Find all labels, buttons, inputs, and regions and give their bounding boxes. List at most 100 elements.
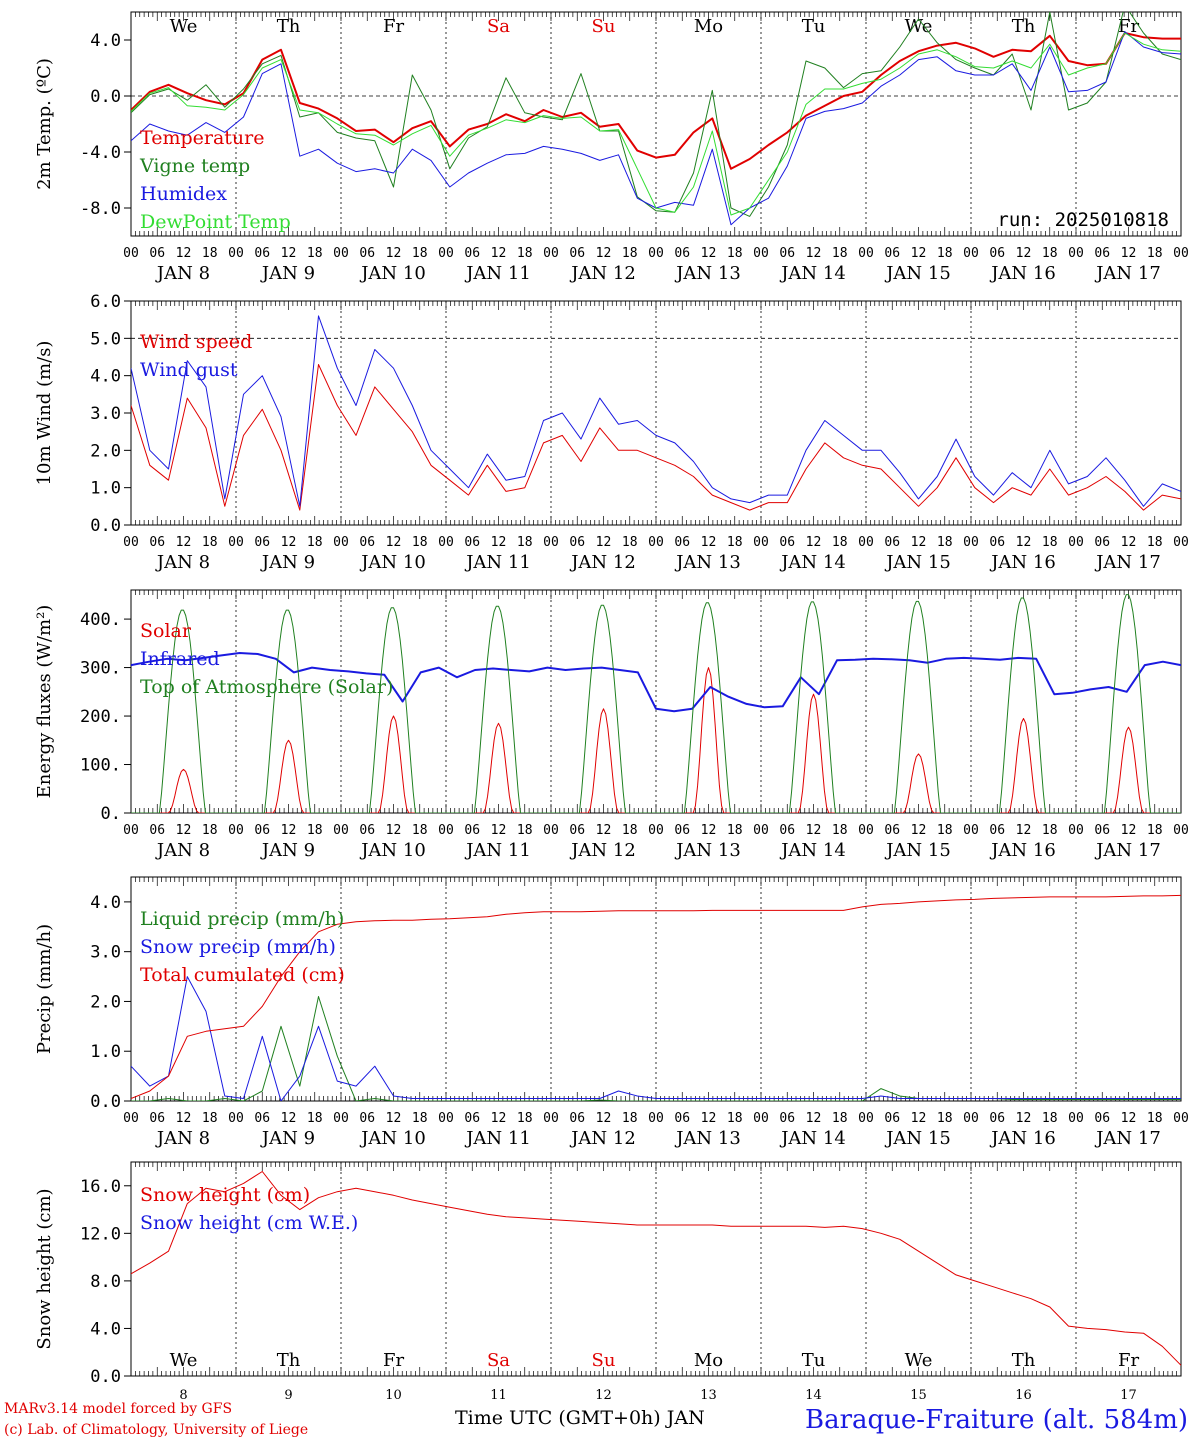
hour-label: 18 xyxy=(1042,246,1058,261)
hour-label: 18 xyxy=(1147,823,1163,838)
hour-label: 12 xyxy=(176,1111,192,1126)
y-tick-label: 0.0 xyxy=(90,516,121,536)
hour-label: 06 xyxy=(884,1111,900,1126)
hour-label: 12 xyxy=(596,1111,612,1126)
hour-label: 00 xyxy=(333,535,349,550)
hour-label: 18 xyxy=(1147,246,1163,261)
day-label: JAN 16 xyxy=(989,552,1056,573)
hour-label: 00 xyxy=(858,535,874,550)
hour-label: 00 xyxy=(753,535,769,550)
hour-label: 18 xyxy=(1042,1111,1058,1126)
y-tick-label: 1.0 xyxy=(90,1042,121,1062)
y-tick-label: 6.0 xyxy=(90,292,121,312)
hour-label: 12 xyxy=(1121,535,1137,550)
x-ticks xyxy=(130,12,1182,236)
day-label: JAN 17 xyxy=(1094,1128,1161,1149)
hour-label: 06 xyxy=(149,823,165,838)
hour-label: 00 xyxy=(858,1111,874,1126)
y-tick-label: 1.0 xyxy=(90,479,121,499)
series-group xyxy=(131,594,1181,813)
legend-entry: Wind speed xyxy=(140,331,252,353)
weekday-label: We xyxy=(905,16,933,37)
weekday-label: Mo xyxy=(694,1350,723,1371)
hour-label: 00 xyxy=(1068,535,1084,550)
hour-label: 12 xyxy=(176,535,192,550)
bottom-day-number: 12 xyxy=(595,1388,612,1403)
hour-label: 12 xyxy=(281,823,297,838)
weekday-label: Su xyxy=(592,1350,616,1371)
y-tick-label: -8.0 xyxy=(80,199,121,219)
hour-label: 18 xyxy=(937,246,953,261)
hour-label: 12 xyxy=(701,246,717,261)
hour-label: 18 xyxy=(202,535,218,550)
hour-label: 06 xyxy=(149,535,165,550)
bottom-day-number: 17 xyxy=(1120,1388,1137,1403)
hour-label: 12 xyxy=(1121,1111,1137,1126)
hour-label: 00 xyxy=(228,1111,244,1126)
hour-label: 18 xyxy=(517,1111,533,1126)
legend-entry: Temperature xyxy=(140,127,264,149)
hour-label: 18 xyxy=(937,823,953,838)
hour-label: 06 xyxy=(569,246,585,261)
day-label: JAN 14 xyxy=(779,263,846,284)
day-label: JAN 13 xyxy=(674,263,741,284)
hour-label: 18 xyxy=(622,246,638,261)
y-tick-label: 4.0 xyxy=(90,31,121,51)
day-label: JAN 13 xyxy=(674,1128,741,1149)
hour-label: 00 xyxy=(228,823,244,838)
hour-label: 06 xyxy=(359,823,375,838)
panel-5: 16.0 12.0 8.0 4.0 0.0 Snow height (cm) We Th Fr S… xyxy=(34,1161,1182,1403)
day-label: JAN 16 xyxy=(989,263,1056,284)
hour-label: 18 xyxy=(832,823,848,838)
hour-label: 00 xyxy=(1173,535,1189,550)
bottom-day-number: 13 xyxy=(700,1388,717,1403)
day-label: JAN 12 xyxy=(569,263,636,284)
weekday-label: Th xyxy=(1012,16,1036,37)
hour-label: 18 xyxy=(622,823,638,838)
y-tick-label: -4.0 xyxy=(80,143,121,163)
day-label: JAN 10 xyxy=(359,1128,426,1149)
series-line-total-cumulated-cm- xyxy=(131,894,1181,1099)
hour-label: 18 xyxy=(937,535,953,550)
series-line-top-of-atmosphere-solar- xyxy=(131,594,1181,813)
bottom-day-number: 15 xyxy=(910,1388,927,1403)
y-axis-label: 2m Temp. (ºC) xyxy=(34,58,55,190)
weekday-label: Tu xyxy=(802,16,826,37)
y-tick-label: 400. xyxy=(80,610,121,630)
weekday-label: Mo xyxy=(694,16,723,37)
bottom-day-number: 9 xyxy=(284,1388,292,1403)
x-ticks xyxy=(130,301,1182,525)
legend-entry: DewPoint Temp xyxy=(140,211,291,233)
day-label: JAN 17 xyxy=(1094,263,1161,284)
hour-label: 00 xyxy=(543,535,559,550)
hour-label: 18 xyxy=(517,535,533,550)
day-label: JAN 8 xyxy=(155,263,210,284)
hour-label: 00 xyxy=(858,246,874,261)
bottom-day-number: 10 xyxy=(385,1388,402,1403)
hour-label: 00 xyxy=(648,535,664,550)
legend-entry: Vigne temp xyxy=(139,155,250,177)
bottom-day-number: 11 xyxy=(490,1388,507,1403)
series-line-dewpoint-temp xyxy=(131,32,1181,216)
y-tick-label: 2.0 xyxy=(90,441,121,461)
legend-entry: Snow precip (mm/h) xyxy=(140,936,336,958)
hour-label: 12 xyxy=(911,535,927,550)
legend-entry: Snow height (cm) xyxy=(140,1184,310,1206)
day-label: JAN 12 xyxy=(569,840,636,861)
day-label: JAN 17 xyxy=(1094,840,1161,861)
day-label: JAN 9 xyxy=(260,552,315,573)
hour-label: 18 xyxy=(622,1111,638,1126)
hour-label: 18 xyxy=(517,246,533,261)
hour-label: 06 xyxy=(464,246,480,261)
weekday-label: We xyxy=(170,16,198,37)
y-tick-label: 5.0 xyxy=(90,329,121,349)
hour-label: 00 xyxy=(123,535,139,550)
hour-label: 06 xyxy=(254,823,270,838)
hour-label: 18 xyxy=(1042,535,1058,550)
y-tick-label: 0.0 xyxy=(90,1092,121,1112)
y-tick-label: 4.0 xyxy=(90,367,121,387)
hour-label: 18 xyxy=(517,823,533,838)
hour-label: 06 xyxy=(569,535,585,550)
hour-label: 12 xyxy=(1016,246,1032,261)
hour-label: 12 xyxy=(176,246,192,261)
